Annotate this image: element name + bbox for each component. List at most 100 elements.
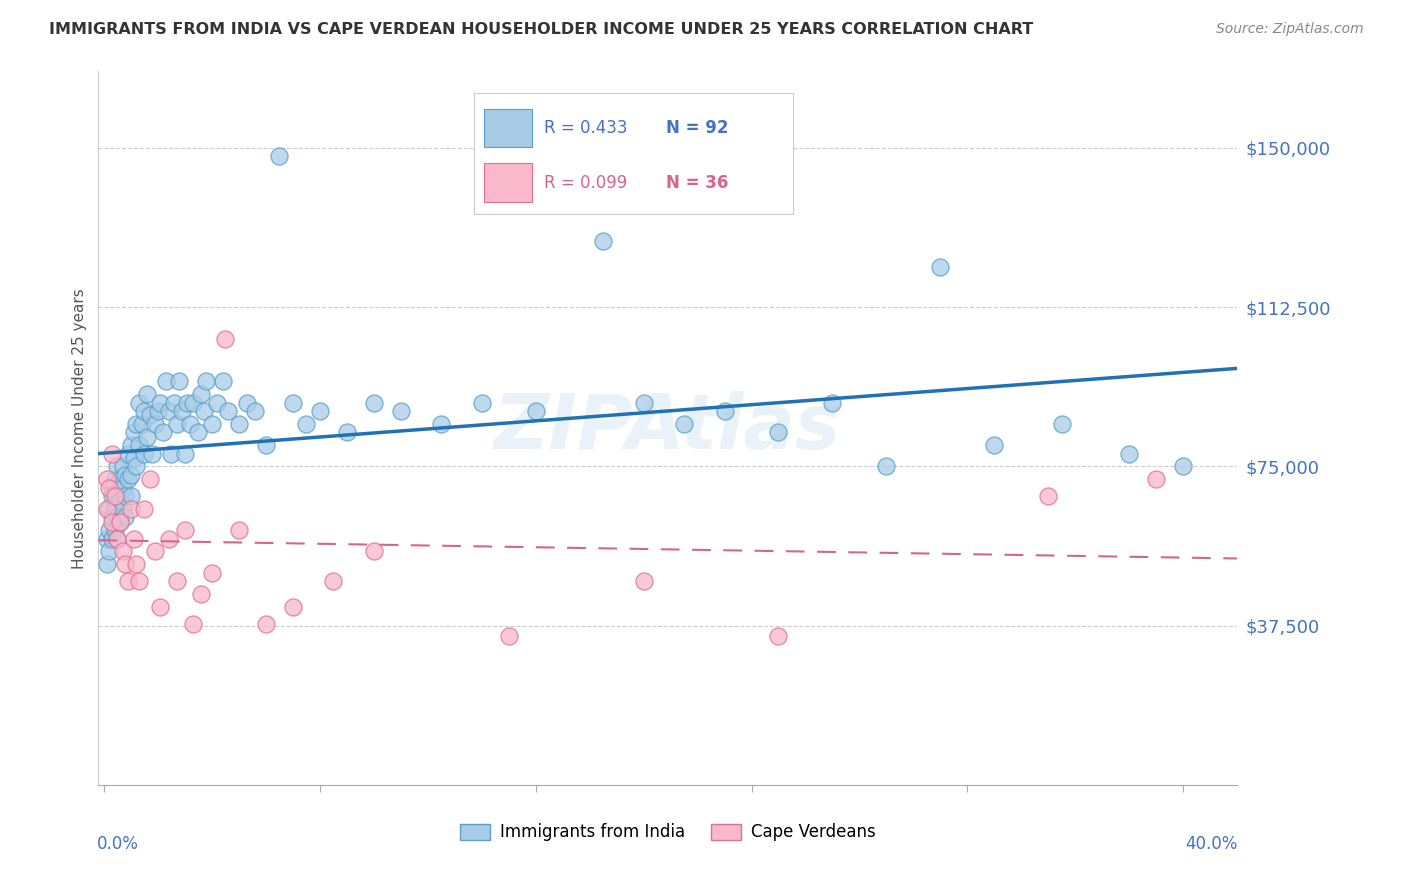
Point (713, 404, 735, 418)
Point (105, 459, 128, 474)
Point (633, 574, 655, 588)
Point (105, 489, 128, 503)
Point (104, 523, 127, 537)
Point (105, 510, 128, 524)
Point (101, 532, 124, 546)
Point (101, 481, 124, 495)
Point (101, 447, 124, 461)
Point (114, 557, 136, 571)
Point (114, 510, 136, 524)
Point (195, 375, 218, 389)
Point (217, 404, 239, 418)
Point (336, 425, 359, 440)
Point (201, 566, 224, 580)
Point (117, 472, 139, 486)
Text: IMMIGRANTS FROM INDIA VS CAPE VERDEAN HOUSEHOLDER INCOME UNDER 25 YEARS CORRELAT: IMMIGRANTS FROM INDIA VS CAPE VERDEAN HO… (49, 22, 1033, 37)
Point (149, 599, 172, 614)
Point (157, 404, 180, 418)
Point (134, 447, 156, 461)
Point (98, 501, 121, 516)
Point (181, 395, 204, 409)
Point (363, 395, 385, 409)
Point (108, 472, 131, 486)
Point (104, 501, 127, 516)
Point (592, 234, 614, 248)
Point (163, 395, 186, 409)
Point (983, 438, 1005, 452)
Point (172, 404, 194, 418)
Text: 0.0%: 0.0% (97, 835, 139, 853)
Point (98, 544, 121, 558)
Point (166, 417, 188, 431)
Point (143, 544, 166, 558)
Point (117, 447, 139, 461)
Point (114, 467, 136, 482)
Point (96, 532, 118, 546)
Point (155, 375, 177, 389)
Point (430, 417, 453, 431)
Point (136, 387, 159, 401)
Point (295, 417, 318, 431)
Point (308, 404, 330, 418)
Point (875, 459, 897, 474)
Point (160, 447, 183, 461)
Point (96, 501, 118, 516)
Point (104, 489, 127, 503)
Point (169, 375, 191, 389)
Point (228, 523, 250, 537)
Point (96, 557, 118, 571)
Point (1173, 459, 1195, 474)
Point (281, 395, 304, 409)
Point (363, 544, 385, 558)
Point (190, 587, 212, 601)
Point (96, 472, 118, 486)
Point (98, 481, 121, 495)
Point (673, 417, 696, 431)
Point (193, 404, 215, 418)
Point (143, 417, 166, 431)
Point (101, 489, 124, 503)
Point (101, 515, 124, 529)
Point (1144, 472, 1167, 486)
Point (138, 409, 160, 423)
Point (243, 404, 266, 418)
Point (128, 438, 150, 452)
Point (176, 395, 198, 409)
Point (181, 616, 204, 631)
Point (122, 532, 145, 546)
Point (322, 574, 344, 588)
Point (211, 375, 233, 389)
Point (471, 395, 494, 409)
Point (141, 447, 163, 461)
Point (254, 438, 277, 452)
Point (128, 395, 150, 409)
Point (108, 493, 131, 508)
Point (136, 430, 159, 444)
Point (190, 387, 212, 401)
Legend: Immigrants from India, Cape Verdeans: Immigrants from India, Cape Verdeans (454, 817, 882, 848)
Point (214, 332, 236, 346)
Point (122, 450, 145, 465)
Point (104, 472, 127, 486)
Point (125, 459, 148, 474)
Point (120, 467, 142, 482)
Point (111, 544, 134, 558)
Point (138, 472, 160, 486)
Y-axis label: Householder Income Under 25 years: Householder Income Under 25 years (72, 288, 87, 568)
Point (929, 260, 952, 274)
Point (149, 395, 172, 409)
Point (105, 532, 128, 546)
Point (125, 417, 148, 431)
Point (131, 417, 153, 431)
Point (108, 515, 131, 529)
Point (269, 149, 291, 163)
Point (134, 501, 156, 516)
Point (120, 438, 142, 452)
Point (1038, 489, 1060, 503)
Point (166, 574, 188, 588)
Point (117, 574, 139, 588)
Point (173, 447, 195, 461)
Point (125, 557, 148, 571)
Point (114, 489, 136, 503)
Point (201, 417, 224, 431)
